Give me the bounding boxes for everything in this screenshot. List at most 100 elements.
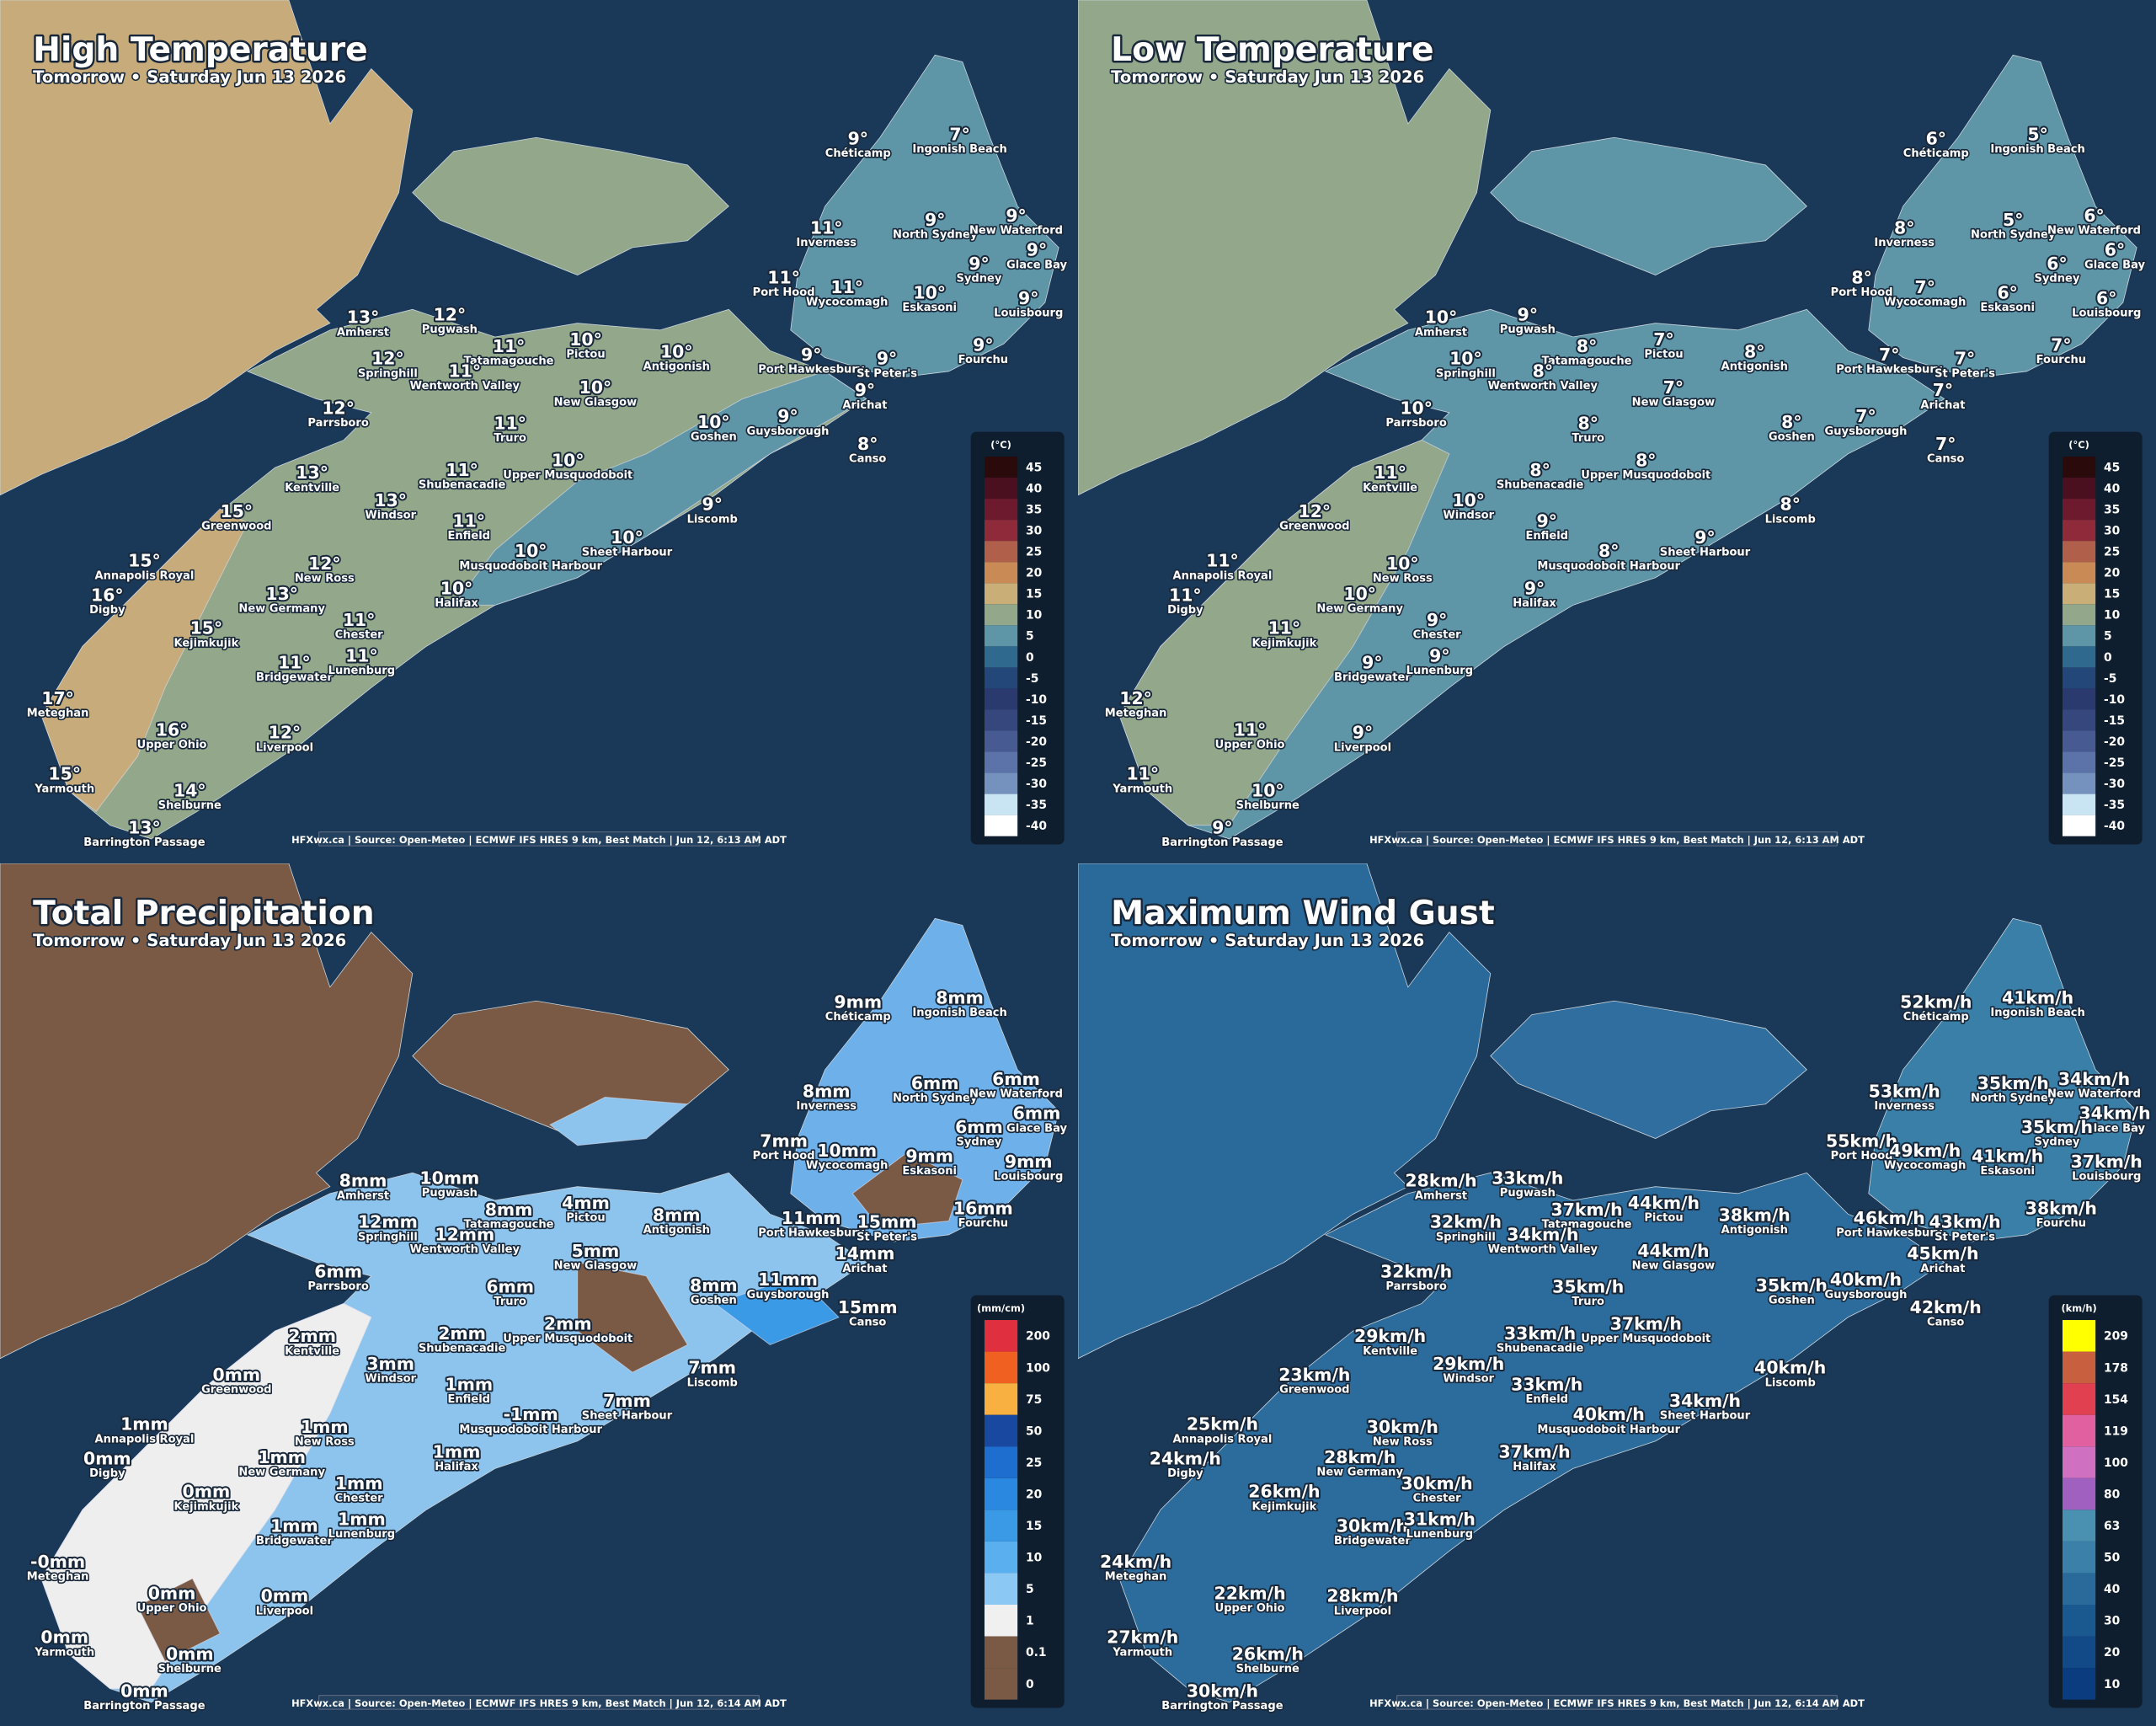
legend-swatch xyxy=(2062,1572,2096,1605)
city-value: 13° xyxy=(128,817,161,837)
legend-unit: (°C) xyxy=(2068,439,2089,451)
legend-label: 5 xyxy=(1026,1583,1034,1596)
city-name: Goshen xyxy=(1769,430,1815,443)
city-value: 15° xyxy=(190,618,223,639)
city-value: 11° xyxy=(446,460,478,480)
city-name: Tatamagouche xyxy=(464,355,554,368)
city-value: 46km/h xyxy=(1854,1207,1925,1227)
legend-label: 15 xyxy=(2104,588,2120,601)
source-box xyxy=(318,831,760,847)
city-name: Kejimkujik xyxy=(173,1500,238,1513)
city-value: 11mm xyxy=(782,1207,841,1227)
city-value: 9° xyxy=(1006,206,1026,226)
city-value: -0mm xyxy=(30,1551,85,1571)
city-name: Chéticamp xyxy=(1903,147,1969,160)
city-name: Enfield xyxy=(447,1393,490,1406)
city-value: 8° xyxy=(857,434,878,454)
contour-region xyxy=(136,1577,221,1662)
source: HFXwx.ca | Source: Open-Meteo | ECMWF IF… xyxy=(1369,1697,1865,1708)
title: Maximum Wind Gust xyxy=(1111,894,1495,932)
city-value: 7mm xyxy=(603,1390,651,1410)
city-value: 17° xyxy=(41,688,74,708)
contour-region xyxy=(40,1302,372,1689)
city-name: Liscomb xyxy=(1765,1376,1816,1389)
city-value: 9° xyxy=(1524,578,1545,598)
city-name: Canso xyxy=(849,453,886,466)
legend-swatch xyxy=(2062,604,2096,626)
city-name: Musquodoboit Harbour xyxy=(1537,1423,1680,1435)
city-value: 9° xyxy=(1027,240,1047,260)
city-value: 41km/h xyxy=(1972,1146,2043,1166)
legend-label: 20 xyxy=(2104,1646,2120,1659)
city-name: Greenwood xyxy=(1279,1383,1349,1396)
city-value: 8° xyxy=(1577,336,1597,356)
city-name: Guysborough xyxy=(1825,1288,1908,1301)
legend-swatch xyxy=(2062,1509,2096,1542)
city-name: Ingonish Beach xyxy=(1990,143,2084,156)
legend-swatch xyxy=(984,1636,1018,1668)
city-value: 9° xyxy=(969,254,989,274)
city-name: Port Hawkesbury xyxy=(758,363,865,376)
city-value: 27km/h xyxy=(1107,1627,1178,1647)
city-name: New Germany xyxy=(238,603,325,616)
city-value: 44km/h xyxy=(1637,1240,1709,1260)
city-value: 49km/h xyxy=(1889,1140,1961,1160)
city-value: 12mm xyxy=(358,1211,418,1232)
city-value: 7° xyxy=(1663,377,1684,398)
city-value: 0mm xyxy=(148,1583,196,1603)
legend-label: 178 xyxy=(2104,1361,2128,1375)
source: HFXwx.ca | Source: Open-Meteo | ECMWF IF… xyxy=(1369,834,1865,846)
city-name: Parrsboro xyxy=(307,417,368,430)
legend-label: 5 xyxy=(1026,630,1034,644)
city-name: Annapolis Royal xyxy=(1173,1433,1273,1445)
city-name: Wycocomagh xyxy=(806,1159,888,1172)
city-value: 10° xyxy=(1452,490,1485,510)
city-name: Antigonish xyxy=(1721,361,1788,373)
city-name: St Peter's xyxy=(857,367,917,380)
city-name: Port Hood xyxy=(1831,1150,1893,1162)
city-value: 9° xyxy=(801,345,821,365)
city-name: Fourchu xyxy=(2036,1217,2086,1230)
city-value: 0mm xyxy=(261,1585,309,1606)
city-value: 6° xyxy=(2096,288,2116,308)
city-name: Eskasoni xyxy=(1980,302,2035,314)
legend-swatch xyxy=(2062,541,2096,563)
city-name: Parrsboro xyxy=(1385,1280,1446,1293)
city-name: Tatamagouche xyxy=(464,1218,554,1231)
city-name: New Waterford xyxy=(969,225,1063,238)
legend-label: -25 xyxy=(1026,756,1047,770)
legend-label: -40 xyxy=(2104,820,2125,833)
city-value: 24km/h xyxy=(1100,1551,1171,1571)
city-name: Lunenburg xyxy=(328,1528,395,1541)
city-value: 7mm xyxy=(760,1130,808,1151)
city-name: Pugwash xyxy=(422,323,478,336)
city-name: Arichat xyxy=(842,1262,887,1274)
legend-label: 15 xyxy=(1026,588,1042,601)
city-value: 1mm xyxy=(335,1472,383,1493)
city-name: Parrsboro xyxy=(1385,417,1446,430)
city-value: 53km/h xyxy=(1869,1081,1940,1101)
contour-region xyxy=(713,1274,840,1345)
contour-region xyxy=(1118,439,1450,826)
city-value: 11° xyxy=(810,218,843,238)
city-name: Wentworth Valley xyxy=(1488,1243,1598,1256)
city-value: 12° xyxy=(1119,688,1152,708)
land xyxy=(790,917,1059,1242)
city-value: 4mm xyxy=(562,1192,610,1212)
city-value: 34km/h xyxy=(1507,1224,1578,1244)
city-value: 34km/h xyxy=(1669,1390,1741,1410)
city-value: 40km/h xyxy=(1830,1269,1902,1290)
city-value: 8° xyxy=(1780,494,1801,515)
legend-swatch xyxy=(984,794,1018,815)
city-name: Barrington Passage xyxy=(83,1700,205,1713)
city-name: St Peter's xyxy=(1935,1231,1995,1243)
city-name: Upper Musquodoboit xyxy=(1581,469,1710,482)
city-name: Amherst xyxy=(1415,326,1467,339)
city-name: Enfield xyxy=(1525,1393,1568,1406)
city-name: Chester xyxy=(1413,629,1462,642)
city-name: Goshen xyxy=(691,430,737,443)
city-value: 8mm xyxy=(653,1205,701,1225)
city-name: Pugwash xyxy=(422,1187,478,1200)
city-name: Shubenacadie xyxy=(419,1342,506,1355)
city-name: New Glasgow xyxy=(1632,1259,1715,1272)
